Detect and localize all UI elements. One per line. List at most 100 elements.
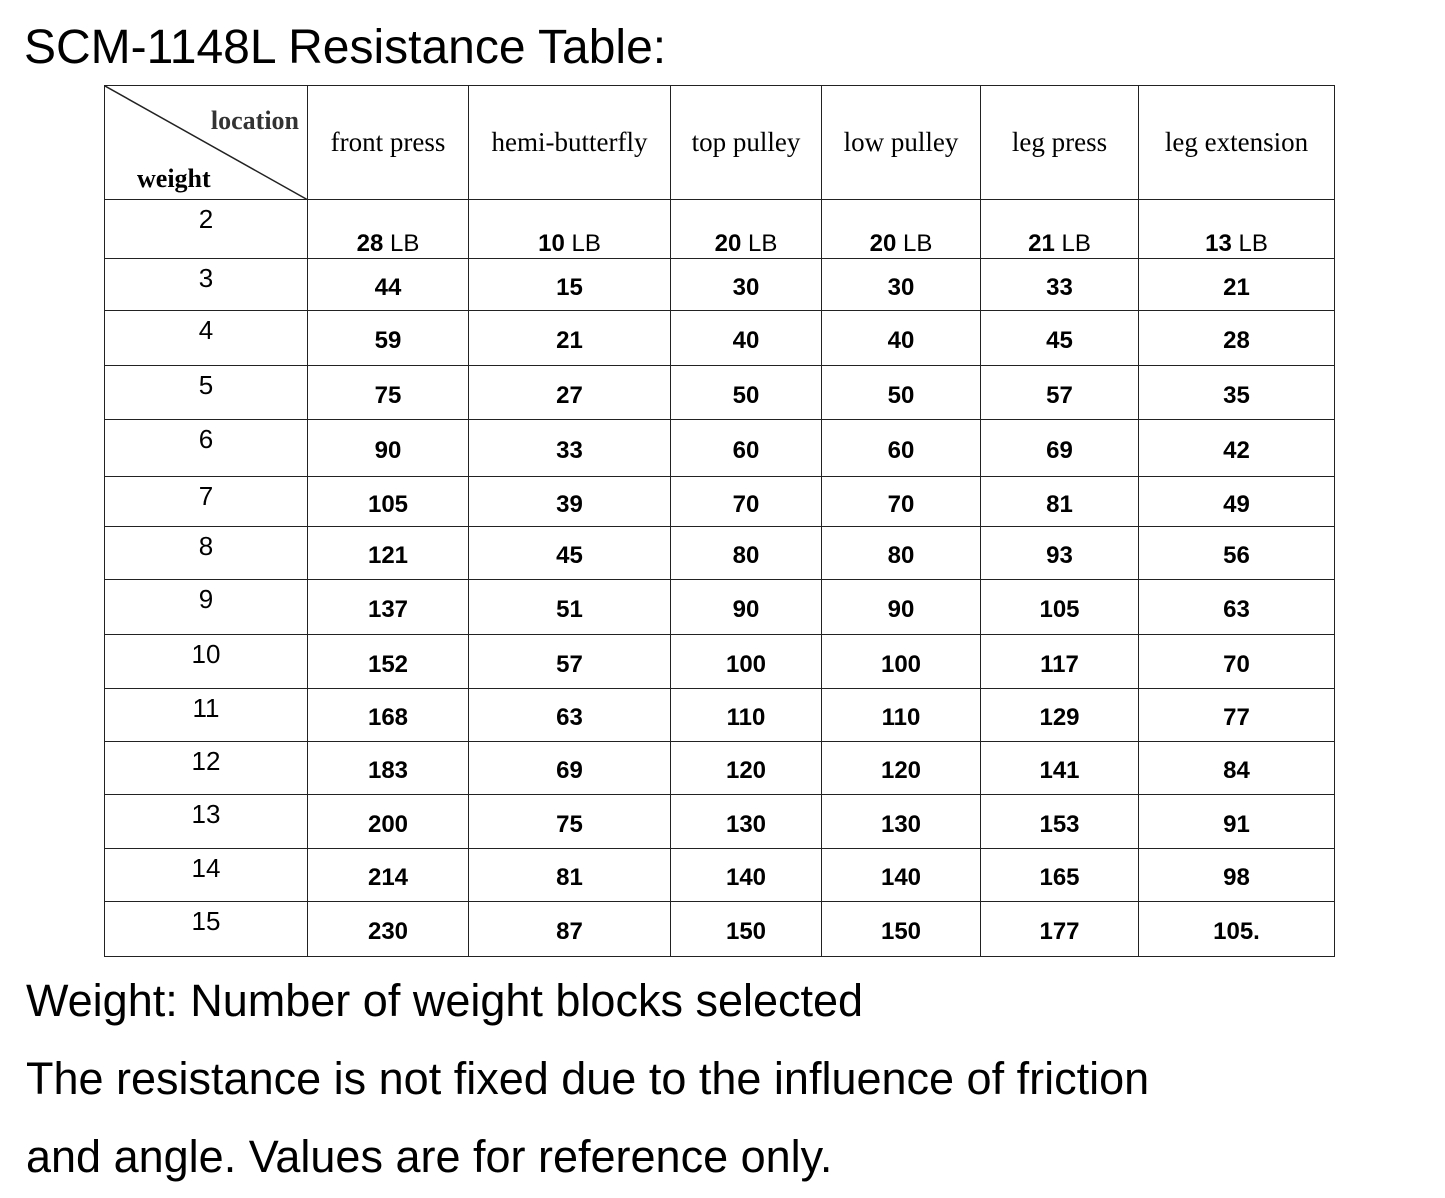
resistance-value: 33 — [1046, 273, 1073, 301]
weight-cell: 8 — [104, 526, 308, 580]
resistance-value: 93 — [1046, 542, 1073, 569]
resistance-cell: 70 — [821, 476, 981, 527]
resistance-cell: 40 — [821, 310, 981, 366]
resistance-value: 15 — [556, 273, 583, 301]
weight-cell: 5 — [104, 365, 308, 420]
resistance-cell: 42 — [1138, 419, 1335, 477]
resistance-value: 150 — [725, 918, 767, 945]
resistance-cell: 105 — [980, 579, 1139, 635]
table-row: 10 152 57 100 100 117 70 — [104, 634, 1335, 689]
table-row: 2 28 LB 10 LB 20 LB 20 LB 21 LB 13 LB — [104, 199, 1335, 259]
resistance-value: 20 — [869, 230, 897, 257]
resistance-value: 28 — [356, 230, 384, 257]
column-header-top-pulley: top pulley — [670, 85, 822, 200]
resistance-cell: 130 — [821, 794, 981, 849]
resistance-cell: 129 — [980, 688, 1139, 742]
weight-cell: 12 — [104, 741, 308, 795]
resistance-cell: 20 LB — [821, 199, 981, 259]
resistance-table: location weight front press hemi-butterf… — [104, 85, 1335, 957]
resistance-value: 152 — [367, 650, 409, 678]
resistance-cell: 120 — [821, 741, 981, 795]
corner-diagonal — [105, 86, 307, 199]
resistance-cell: 69 — [468, 741, 671, 795]
resistance-value: 150 — [880, 918, 922, 945]
resistance-value: 50 — [887, 381, 915, 409]
resistance-cell: 177 — [980, 901, 1139, 957]
resistance-cell: 230 — [307, 901, 469, 957]
resistance-value: 105 — [367, 490, 409, 518]
resistance-value: 87 — [556, 918, 583, 945]
resistance-value: 120 — [880, 757, 922, 784]
weight-cell: 14 — [104, 848, 308, 902]
resistance-cell: 168 — [307, 688, 469, 742]
corner-location-label: location — [210, 106, 299, 135]
resistance-cell: 80 — [670, 526, 822, 580]
resistance-value: 30 — [732, 273, 760, 301]
resistance-value: 13 — [1205, 230, 1232, 257]
resistance-cell: 90 — [821, 579, 981, 635]
resistance-cell: 150 — [821, 901, 981, 957]
resistance-value: 141 — [1039, 757, 1080, 784]
resistance-cell: 110 — [821, 688, 981, 742]
resistance-value: 59 — [374, 327, 402, 354]
resistance-value: 27 — [556, 381, 583, 409]
table-row: 6 90 33 60 60 69 42 — [104, 419, 1335, 477]
resistance-cell: 117 — [980, 634, 1139, 689]
resistance-value: 90 — [732, 596, 760, 623]
resistance-value: 21 — [556, 327, 583, 354]
note-disclaimer-line-2: and angle. Values are for reference only… — [26, 1131, 833, 1182]
table-row: 5 75 27 50 50 57 35 — [104, 365, 1335, 420]
resistance-cell: 70 — [670, 476, 822, 527]
resistance-value: 230 — [367, 918, 409, 945]
resistance-cell: 110 — [670, 688, 822, 742]
resistance-cell: 105 — [307, 476, 469, 527]
resistance-cell: 50 — [821, 365, 981, 420]
resistance-cell: 60 — [670, 419, 822, 477]
resistance-value: 80 — [887, 542, 915, 569]
resistance-value: 42 — [1223, 437, 1250, 464]
resistance-value: 69 — [556, 757, 583, 784]
weight-cell: 7 — [104, 476, 308, 527]
resistance-cell: 75 — [307, 365, 469, 420]
resistance-value: 21 — [1028, 230, 1055, 257]
table-row: 7 105 39 70 70 81 49 — [104, 476, 1335, 527]
resistance-cell: 51 — [468, 579, 671, 635]
resistance-cell: 130 — [670, 794, 822, 849]
resistance-value: 110 — [726, 704, 766, 731]
resistance-cell: 57 — [468, 634, 671, 689]
resistance-value: 45 — [556, 542, 583, 569]
resistance-value: 40 — [732, 327, 760, 354]
resistance-cell: 57 — [980, 365, 1139, 420]
resistance-cell: 141 — [980, 741, 1139, 795]
resistance-cell: 69 — [980, 419, 1139, 477]
resistance-cell: 121 — [307, 526, 469, 580]
resistance-cell: 200 — [307, 794, 469, 849]
resistance-value: 177 — [1039, 918, 1080, 945]
column-header-leg-press: leg press — [980, 85, 1139, 200]
resistance-value: 98 — [1223, 864, 1250, 891]
resistance-cell: 81 — [468, 848, 671, 902]
resistance-cell: 77 — [1138, 688, 1335, 742]
resistance-value: 165 — [1039, 864, 1080, 891]
resistance-cell: 70 — [1138, 634, 1335, 689]
column-header-hemi-butterfly: hemi-butterfly — [468, 85, 671, 200]
note-weight-definition: Weight: Number of weight blocks selected — [26, 975, 864, 1026]
resistance-value: 100 — [725, 650, 767, 678]
resistance-cell: 100 — [821, 634, 981, 689]
resistance-value: 105 — [1039, 596, 1080, 623]
resistance-cell: 75 — [468, 794, 671, 849]
resistance-cell: 183 — [307, 741, 469, 795]
resistance-cell: 93 — [980, 526, 1139, 580]
resistance-value: 57 — [556, 650, 583, 678]
resistance-value: 214 — [367, 864, 409, 891]
unit-label: LB — [571, 230, 601, 257]
header-row: location weight front press hemi-butterf… — [104, 85, 1335, 200]
resistance-value: 63 — [1223, 596, 1250, 623]
unit-label: LB — [903, 230, 933, 257]
resistance-cell: 91 — [1138, 794, 1335, 849]
resistance-cell: 165 — [980, 848, 1139, 902]
resistance-value: 45 — [1046, 327, 1073, 354]
resistance-value: 69 — [1046, 437, 1073, 464]
resistance-value: 63 — [556, 704, 583, 731]
resistance-cell: 30 — [821, 258, 981, 311]
